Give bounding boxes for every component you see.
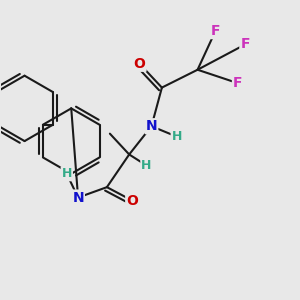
Text: O: O xyxy=(134,57,146,71)
Text: H: H xyxy=(141,159,152,172)
Text: H: H xyxy=(61,167,72,180)
Text: N: N xyxy=(146,119,157,133)
Text: F: F xyxy=(211,24,220,38)
Text: N: N xyxy=(72,190,84,205)
Text: H: H xyxy=(172,130,182,143)
Text: F: F xyxy=(233,76,242,90)
Text: F: F xyxy=(240,38,250,52)
Text: O: O xyxy=(126,194,138,208)
